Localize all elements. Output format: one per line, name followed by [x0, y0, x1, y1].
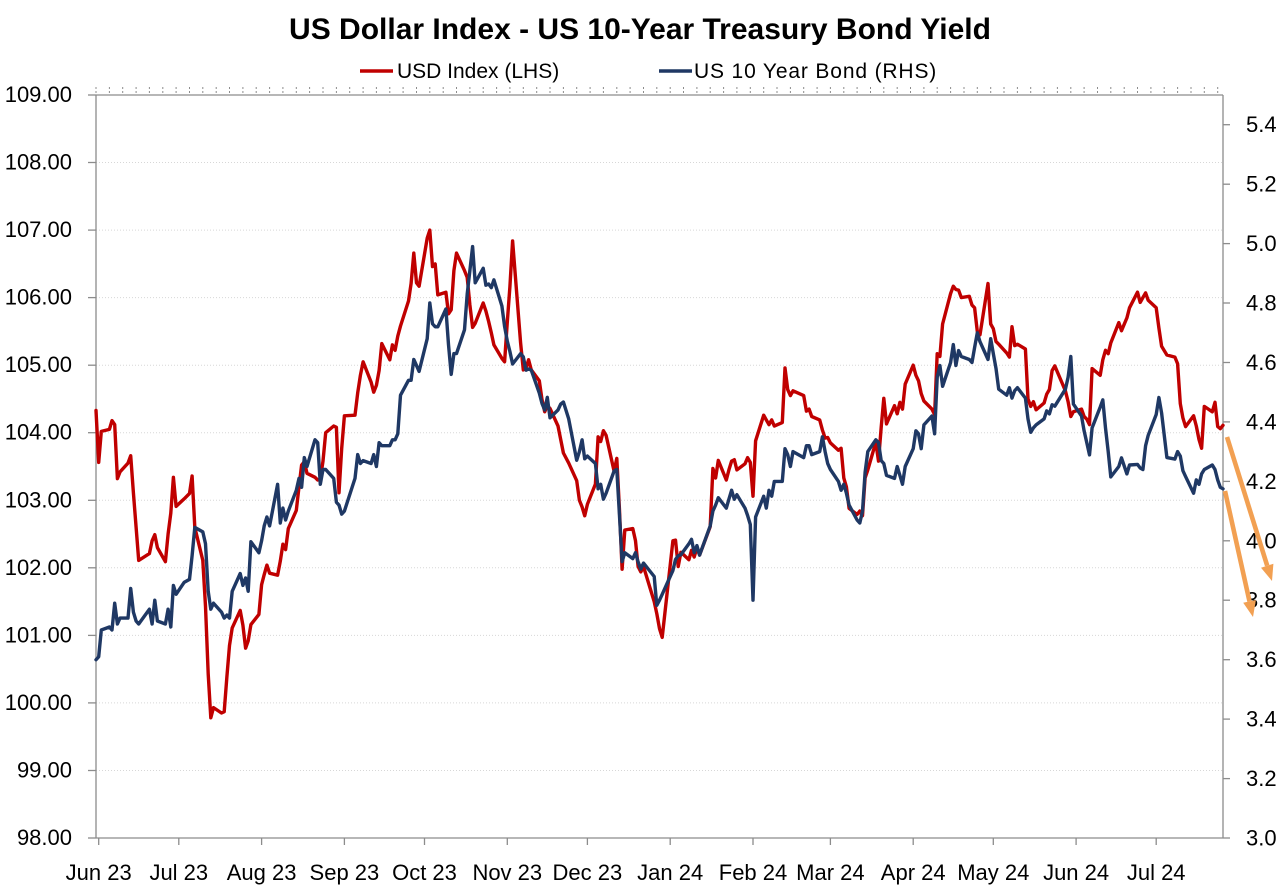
svg-text:4.2: 4.2	[1246, 469, 1277, 494]
svg-text:103.00: 103.00	[5, 487, 72, 512]
svg-text:5.2: 5.2	[1246, 172, 1277, 197]
svg-text:99.00: 99.00	[17, 758, 72, 783]
svg-text:108.00: 108.00	[5, 150, 72, 175]
svg-text:4.6: 4.6	[1246, 350, 1277, 375]
svg-text:Apr 24: Apr 24	[881, 860, 946, 885]
svg-text:Jul 23: Jul 23	[149, 860, 208, 885]
svg-text:Aug 23: Aug 23	[227, 860, 297, 885]
svg-text:102.00: 102.00	[5, 555, 72, 580]
svg-text:3.2: 3.2	[1246, 766, 1277, 791]
svg-text:Feb 24: Feb 24	[719, 860, 788, 885]
svg-text:May 24: May 24	[957, 860, 1029, 885]
svg-text:Mar 24: Mar 24	[796, 860, 864, 885]
svg-text:US 10 Year Bond (RHS): US 10 Year Bond (RHS)	[694, 60, 937, 83]
svg-text:3.6: 3.6	[1246, 647, 1277, 672]
svg-text:Jun 23: Jun 23	[66, 860, 132, 885]
svg-text:101.00: 101.00	[5, 622, 72, 647]
svg-text:USD Index (LHS): USD Index (LHS)	[397, 60, 559, 83]
svg-text:Dec 23: Dec 23	[553, 860, 623, 885]
svg-text:Sep 23: Sep 23	[310, 860, 380, 885]
svg-text:109.00: 109.00	[5, 82, 72, 107]
svg-text:105.00: 105.00	[5, 352, 72, 377]
svg-text:5.0: 5.0	[1246, 231, 1277, 256]
svg-text:104.00: 104.00	[5, 420, 72, 445]
svg-text:5.4: 5.4	[1246, 112, 1277, 137]
svg-text:98.00: 98.00	[17, 825, 72, 850]
svg-text:Nov 23: Nov 23	[472, 860, 542, 885]
svg-text:Oct 23: Oct 23	[392, 860, 457, 885]
svg-text:Jun 24: Jun 24	[1043, 860, 1109, 885]
svg-text:US Dollar Index - US 10-Year T: US Dollar Index - US 10-Year Treasury Bo…	[289, 13, 991, 46]
svg-text:4.4: 4.4	[1246, 409, 1277, 434]
svg-text:Jul 24: Jul 24	[1127, 860, 1186, 885]
svg-text:106.00: 106.00	[5, 285, 72, 310]
svg-text:107.00: 107.00	[5, 217, 72, 242]
svg-text:3.0: 3.0	[1246, 826, 1277, 851]
svg-text:3.4: 3.4	[1246, 707, 1277, 732]
svg-text:100.00: 100.00	[5, 690, 72, 715]
svg-text:4.8: 4.8	[1246, 291, 1277, 316]
svg-text:Jan 24: Jan 24	[637, 860, 703, 885]
